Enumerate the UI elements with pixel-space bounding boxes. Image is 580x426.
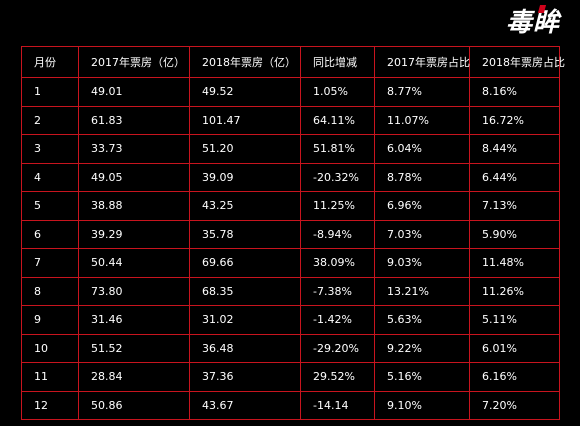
cell-yoy-change: -14.14 bbox=[300, 390, 375, 420]
header-month: 月份 bbox=[21, 46, 79, 78]
table-body: 1 49.01 49.52 1.05% 8.77% 8.16% 2 61.83 101.47 64… bbox=[21, 77, 560, 420]
cell-month: 6 bbox=[21, 219, 79, 249]
cell-yoy-change: 1.05% bbox=[300, 77, 375, 107]
cell-share-2018: 11.48% bbox=[469, 248, 560, 278]
cell-box-office-2018: 43.25 bbox=[189, 191, 301, 221]
cell-month: 4 bbox=[21, 162, 79, 192]
table-row: 2 61.83 101.47 64.11% 11.07% 16.72% bbox=[21, 105, 560, 135]
cell-month: 9 bbox=[21, 305, 79, 335]
cell-share-2017: 9.10% bbox=[374, 390, 470, 420]
cell-box-office-2017: 73.80 bbox=[78, 276, 190, 306]
cell-box-office-2018: 36.48 bbox=[189, 333, 301, 363]
cell-box-office-2017: 49.05 bbox=[78, 162, 190, 192]
cell-box-office-2018: 49.52 bbox=[189, 77, 301, 107]
cell-box-office-2017: 50.86 bbox=[78, 390, 190, 420]
cell-share-2017: 11.07% bbox=[374, 105, 470, 135]
cell-month: 2 bbox=[21, 105, 79, 135]
cell-month: 3 bbox=[21, 134, 79, 164]
cell-yoy-change: -29.20% bbox=[300, 333, 375, 363]
cell-share-2017: 5.16% bbox=[374, 362, 470, 392]
cell-share-2018: 5.11% bbox=[469, 305, 560, 335]
cell-box-office-2017: 33.73 bbox=[78, 134, 190, 164]
cell-share-2018: 6.44% bbox=[469, 162, 560, 192]
cell-yoy-change: 29.52% bbox=[300, 362, 375, 392]
cell-box-office-2018: 37.36 bbox=[189, 362, 301, 392]
header-yoy-change: 同比增减 bbox=[300, 46, 375, 78]
cell-box-office-2017: 51.52 bbox=[78, 333, 190, 363]
cell-box-office-2017: 61.83 bbox=[78, 105, 190, 135]
cell-share-2017: 6.96% bbox=[374, 191, 470, 221]
header-box-office-2017: 2017年票房（亿） bbox=[78, 46, 190, 78]
cell-share-2018: 5.90% bbox=[469, 219, 560, 249]
cell-month: 1 bbox=[21, 77, 79, 107]
cell-box-office-2017: 28.84 bbox=[78, 362, 190, 392]
table-row: 5 38.88 43.25 11.25% 6.96% 7.13% bbox=[21, 191, 560, 221]
cell-month: 7 bbox=[21, 248, 79, 278]
cell-yoy-change: -8.94% bbox=[300, 219, 375, 249]
cell-share-2017: 8.78% bbox=[374, 162, 470, 192]
cell-yoy-change: 11.25% bbox=[300, 191, 375, 221]
cell-yoy-change: 51.81% bbox=[300, 134, 375, 164]
cell-yoy-change: -20.32% bbox=[300, 162, 375, 192]
cell-yoy-change: 64.11% bbox=[300, 105, 375, 135]
table-row: 10 51.52 36.48 -29.20% 9.22% 6.01% bbox=[21, 333, 560, 363]
cell-share-2018: 8.16% bbox=[469, 77, 560, 107]
cell-share-2017: 6.04% bbox=[374, 134, 470, 164]
cell-month: 8 bbox=[21, 276, 79, 306]
cell-month: 5 bbox=[21, 191, 79, 221]
cell-month: 11 bbox=[21, 362, 79, 392]
cell-share-2018: 6.01% bbox=[469, 333, 560, 363]
table-row: 8 73.80 68.35 -7.38% 13.21% 11.26% bbox=[21, 276, 560, 306]
brand-logo: 毒眸 bbox=[505, 2, 560, 39]
header-box-office-2018: 2018年票房（亿） bbox=[189, 46, 301, 78]
header-share-2018: 2018年票房占比 bbox=[469, 46, 565, 78]
table-row: 9 31.46 31.02 -1.42% 5.63% 5.11% bbox=[21, 305, 560, 335]
cell-box-office-2017: 39.29 bbox=[78, 219, 190, 249]
cell-box-office-2018: 35.78 bbox=[189, 219, 301, 249]
cell-share-2017: 8.77% bbox=[374, 77, 470, 107]
cell-box-office-2017: 49.01 bbox=[78, 77, 190, 107]
cell-share-2017: 9.03% bbox=[374, 248, 470, 278]
table-row: 6 39.29 35.78 -8.94% 7.03% 5.90% bbox=[21, 219, 560, 249]
cell-box-office-2018: 51.20 bbox=[189, 134, 301, 164]
cell-share-2017: 13.21% bbox=[374, 276, 470, 306]
cell-month: 10 bbox=[21, 333, 79, 363]
logo-char-main: 毒 bbox=[505, 7, 533, 38]
table-row: 7 50.44 69.66 38.09% 9.03% 11.48% bbox=[21, 248, 560, 278]
cell-share-2017: 5.63% bbox=[374, 305, 470, 335]
logo-char-accent: 眸 bbox=[533, 2, 560, 39]
table-header-row: 月份 2017年票房（亿） 2018年票房（亿） 同比增减 2017年票房占比 … bbox=[21, 46, 565, 78]
cell-yoy-change: -1.42% bbox=[300, 305, 375, 335]
table-row: 12 50.86 43.67 -14.14 9.10% 7.20% bbox=[21, 390, 560, 420]
cell-box-office-2018: 39.09 bbox=[189, 162, 301, 192]
cell-box-office-2018: 43.67 bbox=[189, 390, 301, 420]
table-row: 1 49.01 49.52 1.05% 8.77% 8.16% bbox=[21, 77, 560, 107]
cell-share-2017: 7.03% bbox=[374, 219, 470, 249]
cell-share-2018: 8.44% bbox=[469, 134, 560, 164]
cell-box-office-2018: 31.02 bbox=[189, 305, 301, 335]
cell-box-office-2018: 69.66 bbox=[189, 248, 301, 278]
cell-share-2018: 6.16% bbox=[469, 362, 560, 392]
cell-share-2018: 16.72% bbox=[469, 105, 560, 135]
cell-box-office-2017: 38.88 bbox=[78, 191, 190, 221]
cell-box-office-2018: 101.47 bbox=[189, 105, 301, 135]
cell-share-2018: 7.13% bbox=[469, 191, 560, 221]
table-row: 3 33.73 51.20 51.81% 6.04% 8.44% bbox=[21, 134, 560, 164]
cell-box-office-2018: 68.35 bbox=[189, 276, 301, 306]
cell-box-office-2017: 31.46 bbox=[78, 305, 190, 335]
cell-yoy-change: 38.09% bbox=[300, 248, 375, 278]
cell-yoy-change: -7.38% bbox=[300, 276, 375, 306]
cell-share-2018: 7.20% bbox=[469, 390, 560, 420]
table-row: 4 49.05 39.09 -20.32% 8.78% 6.44% bbox=[21, 162, 560, 192]
cell-share-2018: 11.26% bbox=[469, 276, 560, 306]
cell-month: 12 bbox=[21, 390, 79, 420]
header-share-2017: 2017年票房占比 bbox=[374, 46, 470, 78]
cell-share-2017: 9.22% bbox=[374, 333, 470, 363]
table-row: 11 28.84 37.36 29.52% 5.16% 6.16% bbox=[21, 362, 560, 392]
box-office-table: 月份 2017年票房（亿） 2018年票房（亿） 同比增减 2017年票房占比 … bbox=[21, 46, 565, 420]
cell-box-office-2017: 50.44 bbox=[78, 248, 190, 278]
